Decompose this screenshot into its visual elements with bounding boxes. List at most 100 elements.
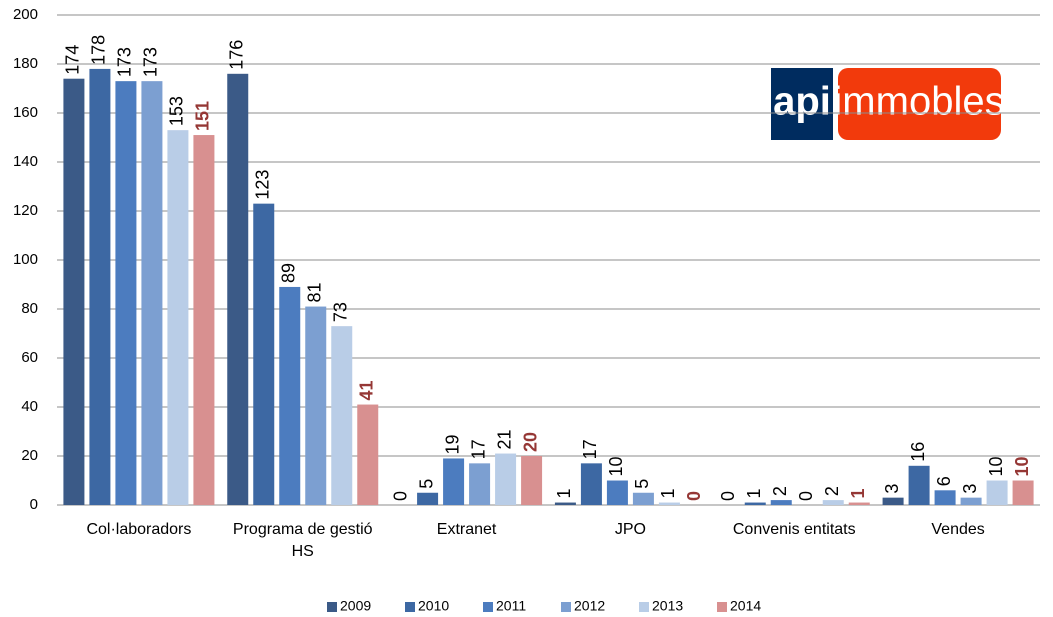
bar [89, 68, 111, 506]
data-label: 21 [494, 430, 514, 450]
y-tick-label: 20 [21, 447, 38, 464]
bar [1012, 480, 1034, 505]
data-label: 123 [253, 170, 273, 200]
bar [960, 497, 982, 505]
data-label: 2 [822, 486, 842, 496]
bar [115, 81, 137, 506]
y-tick-label: 40 [21, 398, 38, 415]
bar [882, 497, 904, 505]
legend-label: 2014 [730, 598, 761, 614]
logo: api immobles [771, 68, 1005, 140]
data-label: 0 [796, 491, 816, 501]
data-label: 2 [770, 486, 790, 496]
logo-left: api [773, 80, 831, 124]
bar [606, 480, 628, 505]
y-tick-label: 80 [21, 300, 38, 317]
data-label: 19 [442, 434, 462, 454]
data-label: 17 [580, 439, 600, 459]
bar [357, 404, 379, 505]
data-label: 173 [115, 47, 135, 77]
data-label: 17 [468, 439, 488, 459]
data-label: 151 [193, 101, 213, 131]
legend-swatch [405, 602, 415, 612]
bar [141, 81, 163, 506]
bar [934, 490, 956, 505]
data-label: 89 [279, 263, 299, 283]
data-label: 176 [227, 40, 247, 70]
logo-left-box [771, 68, 833, 140]
bar [63, 78, 85, 505]
data-label: 1 [658, 489, 678, 499]
data-label: 81 [305, 283, 325, 303]
legend-label: 2009 [340, 598, 371, 614]
data-label: 0 [390, 491, 410, 501]
bar [443, 458, 465, 505]
logo-right-box [838, 68, 1001, 140]
data-label: 10 [1012, 456, 1032, 476]
bar [744, 502, 766, 505]
bar [521, 456, 543, 505]
x-tick-label: Vendes [931, 521, 985, 538]
bar [986, 480, 1008, 505]
y-tick-label: 100 [13, 251, 38, 268]
y-tick-label: 140 [13, 153, 38, 170]
data-label: 1 [848, 489, 868, 499]
data-label: 3 [960, 484, 980, 494]
legend-swatch [717, 602, 727, 612]
y-tick-label: 0 [30, 496, 38, 513]
legend-swatch [327, 602, 337, 612]
bar [193, 135, 215, 506]
bar [770, 500, 792, 505]
bar [279, 286, 301, 505]
legend-label: 2010 [418, 598, 449, 614]
bar [495, 453, 517, 505]
data-label: 10 [606, 456, 626, 476]
data-label: 10 [986, 456, 1006, 476]
bar [305, 306, 327, 505]
x-tick-label: Col·laboradors [86, 521, 192, 538]
bar [417, 492, 439, 505]
legend-label: 2011 [496, 598, 526, 614]
bar [632, 492, 654, 505]
bar [908, 465, 930, 505]
data-label: 178 [89, 35, 109, 65]
data-label: 174 [63, 45, 83, 75]
legend-swatch [561, 602, 571, 612]
y-tick-label: 120 [13, 202, 38, 219]
data-label: 41 [357, 381, 377, 401]
data-label: 153 [167, 96, 187, 126]
y-tick-label: 200 [13, 6, 38, 23]
data-label: 173 [141, 47, 161, 77]
bar [658, 502, 680, 505]
bar [580, 463, 602, 505]
legend-swatch [639, 602, 649, 612]
data-label: 0 [684, 491, 704, 501]
bar [227, 73, 249, 506]
bar [848, 502, 870, 505]
data-label: 5 [416, 479, 436, 489]
data-label: 5 [632, 479, 652, 489]
bar [167, 130, 189, 505]
data-label: 20 [520, 432, 540, 452]
data-label: 16 [908, 442, 928, 462]
bar [253, 203, 275, 505]
x-tick-label: JPO [614, 521, 646, 538]
data-label: 1 [744, 489, 764, 499]
data-label: 6 [934, 476, 954, 486]
data-label: 3 [882, 484, 902, 494]
logo-right: immobles [833, 80, 1004, 124]
legend-label: 2013 [652, 598, 683, 614]
bar [331, 326, 353, 505]
bar [469, 463, 491, 505]
data-label: 73 [331, 302, 351, 322]
bar [554, 502, 576, 505]
data-label: 1 [554, 489, 574, 499]
x-tick-label: Programa de gestió HS [232, 521, 373, 560]
data-label: 0 [718, 491, 738, 501]
legend-label: 2012 [574, 598, 605, 614]
x-tick-label: Convenis entitats [732, 521, 856, 538]
legend-swatch [483, 602, 493, 612]
y-tick-label: 180 [13, 55, 38, 72]
